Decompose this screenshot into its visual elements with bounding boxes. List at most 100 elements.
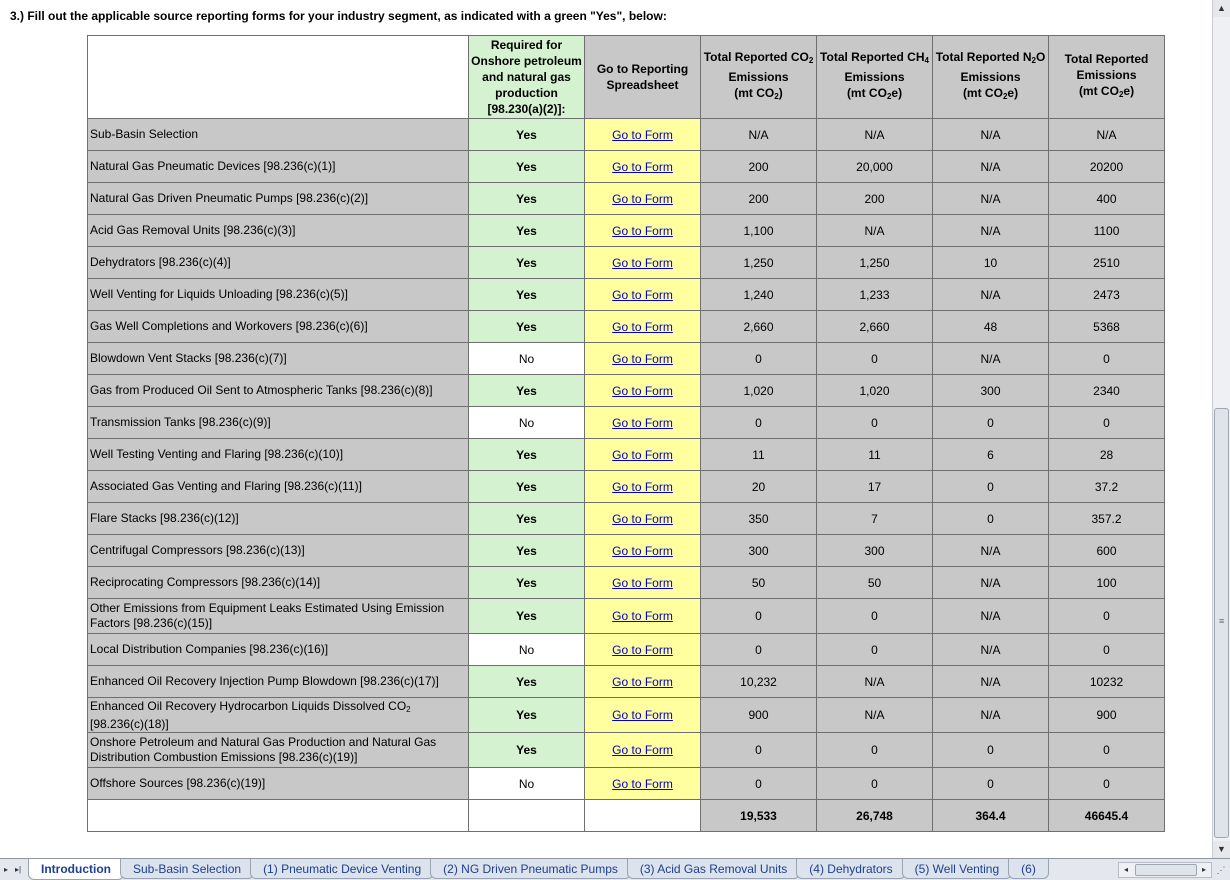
- total-ch4[interactable]: 26,748: [816, 799, 933, 832]
- tab-scroll-right-icon[interactable]: ▸: [3, 865, 8, 874]
- n2o-cell[interactable]: N/A: [932, 182, 1049, 215]
- total-cell[interactable]: 28: [1048, 438, 1165, 471]
- go-to-form-link[interactable]: Go to Form: [612, 609, 673, 623]
- n2o-cell[interactable]: N/A: [932, 118, 1049, 151]
- source-name-cell[interactable]: Centrifugal Compressors [98.236(c)(13)]: [87, 534, 469, 567]
- co2-cell[interactable]: 200: [700, 150, 817, 183]
- sheet-tab[interactable]: (2) NG Driven Pneumatic Pumps: [430, 859, 631, 879]
- n2o-cell[interactable]: 0: [932, 406, 1049, 439]
- sheet-tab[interactable]: Introduction: [28, 859, 124, 880]
- go-to-form-cell[interactable]: Go to Form: [584, 214, 701, 247]
- ch4-cell[interactable]: 1,020: [816, 374, 933, 407]
- total-cell[interactable]: 5368: [1048, 310, 1165, 343]
- n2o-cell[interactable]: N/A: [932, 150, 1049, 183]
- co2-cell[interactable]: N/A: [700, 118, 817, 151]
- co2-cell[interactable]: 1,020: [700, 374, 817, 407]
- ch4-cell[interactable]: 0: [816, 732, 933, 768]
- required-cell[interactable]: Yes: [468, 732, 585, 768]
- go-to-form-cell[interactable]: Go to Form: [584, 534, 701, 567]
- total-n2o[interactable]: 364.4: [932, 799, 1049, 832]
- source-name-cell[interactable]: Blowdown Vent Stacks [98.236(c)(7)]: [87, 342, 469, 375]
- total-cell[interactable]: N/A: [1048, 118, 1165, 151]
- co2-cell[interactable]: 0: [700, 767, 817, 800]
- source-name-cell[interactable]: Offshore Sources [98.236(c)(19)]: [87, 767, 469, 800]
- n2o-cell[interactable]: 48: [932, 310, 1049, 343]
- go-to-form-link[interactable]: Go to Form: [612, 223, 673, 238]
- total-cell[interactable]: 10232: [1048, 665, 1165, 698]
- co2-cell[interactable]: 0: [700, 406, 817, 439]
- required-cell[interactable]: Yes: [468, 246, 585, 279]
- ch4-cell[interactable]: N/A: [816, 697, 933, 733]
- go-to-form-cell[interactable]: Go to Form: [584, 310, 701, 343]
- co2-cell[interactable]: 1,250: [700, 246, 817, 279]
- go-to-form-link[interactable]: Go to Form: [612, 511, 673, 526]
- go-to-form-link[interactable]: Go to Form: [612, 415, 673, 430]
- ch4-cell[interactable]: 0: [816, 406, 933, 439]
- co2-cell[interactable]: 0: [700, 633, 817, 666]
- ch4-cell[interactable]: 20,000: [816, 150, 933, 183]
- total-cell[interactable]: 37.2: [1048, 470, 1165, 503]
- n2o-cell[interactable]: 300: [932, 374, 1049, 407]
- source-name-cell[interactable]: Enhanced Oil Recovery Hydrocarbon Liquid…: [87, 697, 469, 733]
- ch4-cell[interactable]: 0: [816, 767, 933, 800]
- n2o-cell[interactable]: 10: [932, 246, 1049, 279]
- required-cell[interactable]: No: [468, 342, 585, 375]
- n2o-cell[interactable]: N/A: [932, 665, 1049, 698]
- vertical-scroll-thumb[interactable]: ≡: [1214, 408, 1229, 838]
- total-all[interactable]: 46645.4: [1048, 799, 1165, 832]
- go-to-form-link[interactable]: Go to Form: [612, 191, 673, 206]
- co2-cell[interactable]: 300: [700, 534, 817, 567]
- source-name-cell[interactable]: Acid Gas Removal Units [98.236(c)(3)]: [87, 214, 469, 247]
- total-cell[interactable]: 0: [1048, 633, 1165, 666]
- n2o-cell[interactable]: 0: [932, 767, 1049, 800]
- sheet-tab[interactable]: Sub-Basin Selection: [119, 859, 255, 879]
- go-to-form-link[interactable]: Go to Form: [612, 383, 673, 398]
- go-to-form-link[interactable]: Go to Form: [612, 674, 673, 689]
- sheet-tab[interactable]: (6): [1008, 859, 1049, 879]
- total-cell[interactable]: 2340: [1048, 374, 1165, 407]
- source-name-cell[interactable]: Other Emissions from Equipment Leaks Est…: [87, 598, 469, 634]
- source-name-cell[interactable]: Well Venting for Liquids Unloading [98.2…: [87, 278, 469, 311]
- scroll-up-icon[interactable]: ▲: [1213, 0, 1230, 17]
- required-cell[interactable]: Yes: [468, 598, 585, 634]
- go-to-form-cell[interactable]: Go to Form: [584, 406, 701, 439]
- ch4-cell[interactable]: N/A: [816, 665, 933, 698]
- source-name-cell[interactable]: Associated Gas Venting and Flaring [98.2…: [87, 470, 469, 503]
- go-to-form-link[interactable]: Go to Form: [612, 743, 673, 757]
- go-to-form-link[interactable]: Go to Form: [612, 776, 673, 791]
- go-to-form-link[interactable]: Go to Form: [612, 351, 673, 366]
- source-name-cell[interactable]: Gas Well Completions and Workovers [98.2…: [87, 310, 469, 343]
- scroll-down-icon[interactable]: ▼: [1213, 841, 1230, 858]
- go-to-form-link[interactable]: Go to Form: [612, 543, 673, 558]
- source-name-cell[interactable]: Gas from Produced Oil Sent to Atmospheri…: [87, 374, 469, 407]
- go-to-form-cell[interactable]: Go to Form: [584, 566, 701, 599]
- go-to-form-link[interactable]: Go to Form: [612, 127, 673, 142]
- n2o-cell[interactable]: N/A: [932, 214, 1049, 247]
- ch4-cell[interactable]: 7: [816, 502, 933, 535]
- ch4-cell[interactable]: 50: [816, 566, 933, 599]
- n2o-cell[interactable]: 0: [932, 732, 1049, 768]
- co2-cell[interactable]: 0: [700, 342, 817, 375]
- sheet-tab[interactable]: (3) Acid Gas Removal Units: [626, 859, 801, 879]
- co2-cell[interactable]: 200: [700, 182, 817, 215]
- ch4-cell[interactable]: 300: [816, 534, 933, 567]
- total-cell[interactable]: 400: [1048, 182, 1165, 215]
- total-cell[interactable]: 0: [1048, 598, 1165, 634]
- go-to-form-link[interactable]: Go to Form: [612, 159, 673, 174]
- total-cell[interactable]: 0: [1048, 732, 1165, 768]
- n2o-cell[interactable]: 0: [932, 502, 1049, 535]
- go-to-form-cell[interactable]: Go to Form: [584, 665, 701, 698]
- ch4-cell[interactable]: N/A: [816, 214, 933, 247]
- total-cell[interactable]: 0: [1048, 767, 1165, 800]
- source-name-cell[interactable]: Reciprocating Compressors [98.236(c)(14)…: [87, 566, 469, 599]
- required-cell[interactable]: Yes: [468, 502, 585, 535]
- source-name-cell[interactable]: Enhanced Oil Recovery Injection Pump Blo…: [87, 665, 469, 698]
- n2o-cell[interactable]: N/A: [932, 598, 1049, 634]
- required-cell[interactable]: Yes: [468, 310, 585, 343]
- go-to-form-cell[interactable]: Go to Form: [584, 598, 701, 634]
- source-name-cell[interactable]: Natural Gas Pneumatic Devices [98.236(c)…: [87, 150, 469, 183]
- co2-cell[interactable]: 20: [700, 470, 817, 503]
- n2o-cell[interactable]: 6: [932, 438, 1049, 471]
- ch4-cell[interactable]: 0: [816, 598, 933, 634]
- ch4-cell[interactable]: 17: [816, 470, 933, 503]
